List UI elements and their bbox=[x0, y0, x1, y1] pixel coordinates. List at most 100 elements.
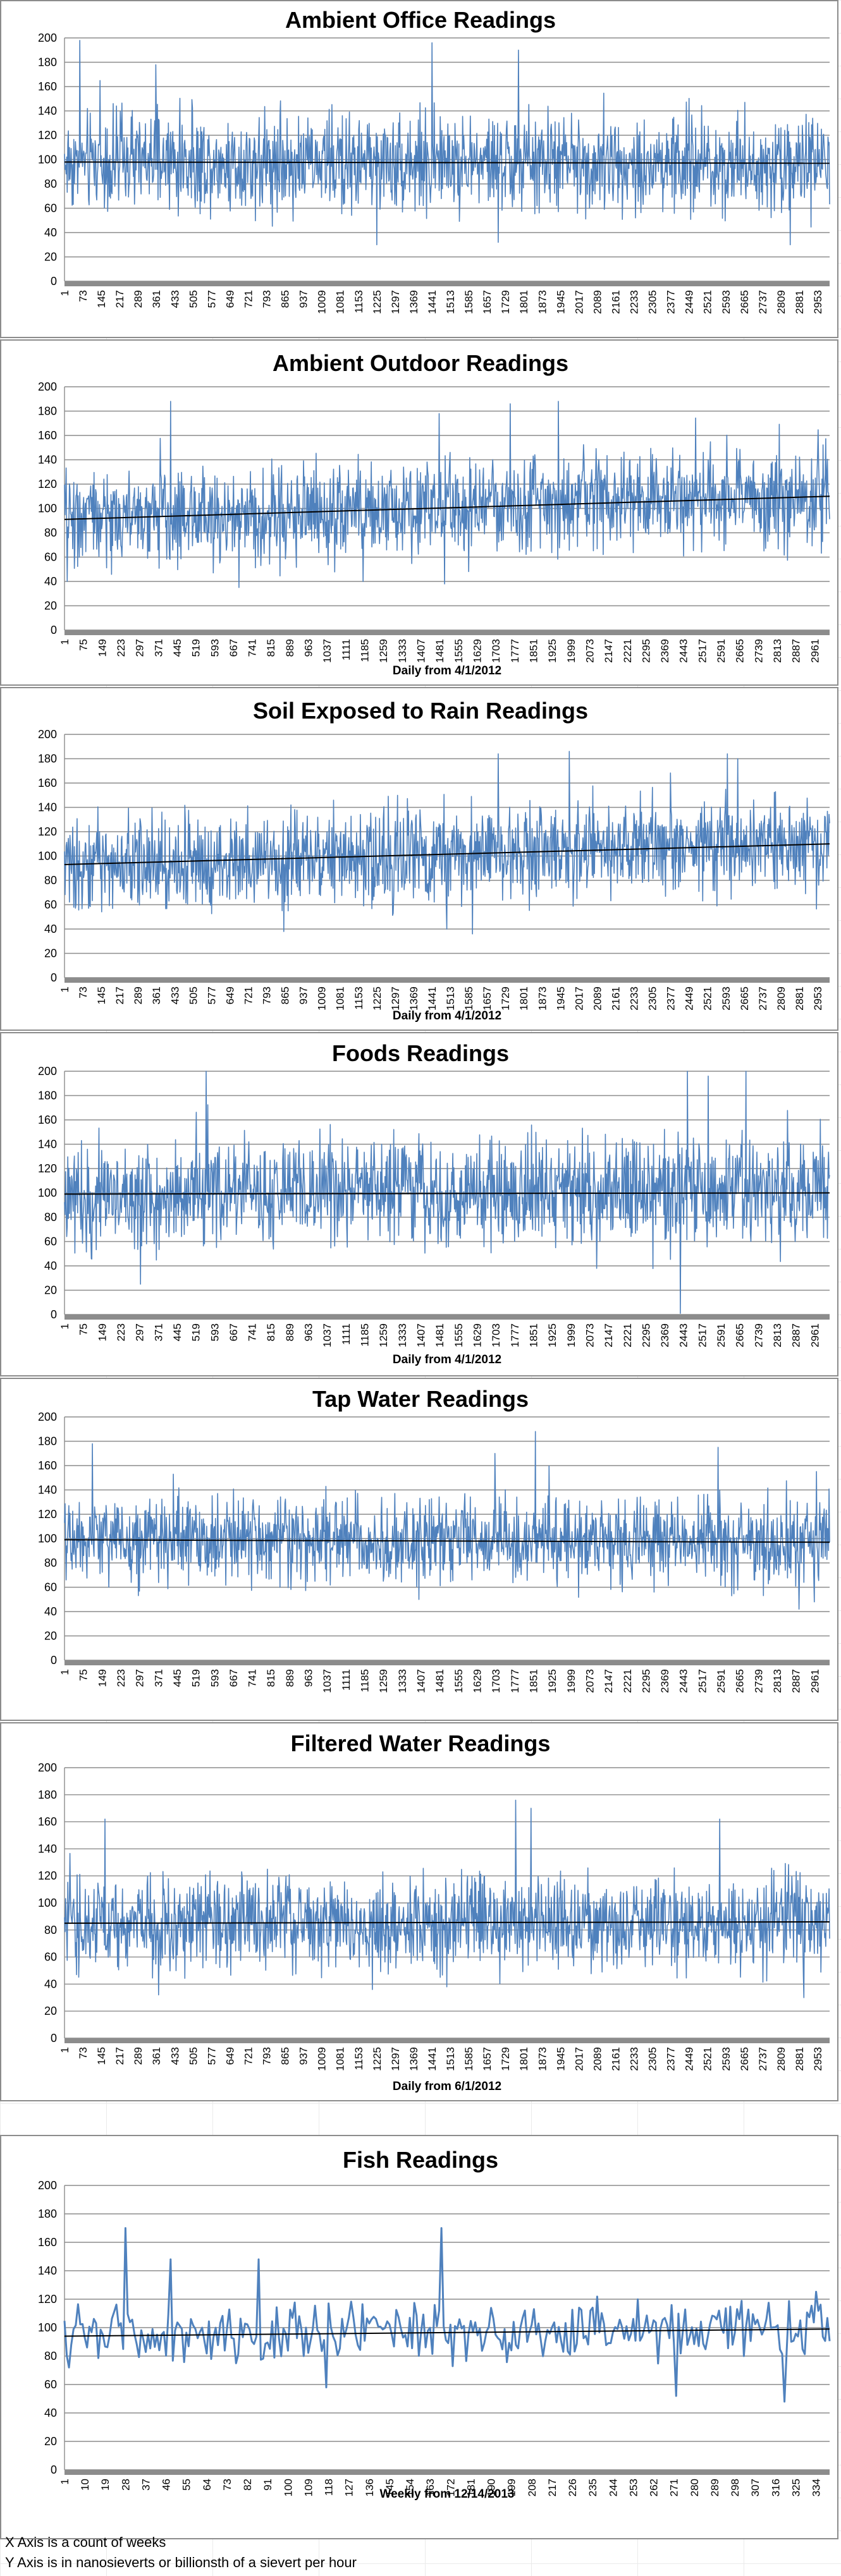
data-series-line bbox=[64, 1071, 830, 1314]
x-tick-label: 2147 bbox=[603, 1669, 615, 1693]
x-tick-label: 289 bbox=[132, 290, 144, 308]
y-tick-label: 140 bbox=[38, 801, 57, 814]
x-tick-label: 815 bbox=[265, 1669, 277, 1687]
x-tick-label: 2809 bbox=[775, 290, 787, 314]
x-tick-label: 2369 bbox=[659, 1323, 671, 1347]
x-tick-label: 721 bbox=[242, 290, 254, 308]
x-tick-label: 1999 bbox=[565, 1669, 577, 1693]
x-tick-label: 37 bbox=[140, 2479, 152, 2491]
x-tick-label: 1729 bbox=[500, 2047, 512, 2071]
trendline bbox=[64, 1539, 830, 1543]
x-tick-label: 2887 bbox=[790, 1323, 802, 1347]
x-tick-label: 145 bbox=[95, 290, 107, 308]
x-tick-label: 2233 bbox=[629, 290, 641, 314]
x-tick-label: 1407 bbox=[415, 1323, 427, 1347]
x-tick-label: 741 bbox=[247, 1323, 259, 1341]
x-tick-label: 361 bbox=[150, 987, 163, 1004]
y-tick-label: 60 bbox=[44, 202, 57, 215]
x-tick-label: 127 bbox=[343, 2479, 355, 2496]
x-tick-label: 593 bbox=[209, 1323, 221, 1341]
x-tick-label: 55 bbox=[181, 2479, 193, 2491]
x-tick-label: 1629 bbox=[471, 1323, 483, 1347]
x-tick-label: 1801 bbox=[518, 290, 530, 314]
x-tick-label: 307 bbox=[749, 2479, 761, 2496]
x-tick-label: 2221 bbox=[622, 1669, 634, 1693]
x-tick-label: 2521 bbox=[702, 290, 714, 314]
x-tick-label: 2295 bbox=[640, 1323, 652, 1347]
x-axis-ticks bbox=[64, 2470, 830, 2475]
y-tick-label: 60 bbox=[44, 551, 57, 564]
x-tick-label: 1873 bbox=[536, 290, 548, 314]
x-tick-label: 1703 bbox=[490, 1323, 502, 1347]
x-tick-label: 1481 bbox=[434, 1323, 446, 1347]
x-tick-label: 1153 bbox=[353, 987, 365, 1010]
x-axis-label: Daily from 4/1/2012 bbox=[393, 1009, 501, 1023]
x-tick-label: 1297 bbox=[390, 2047, 402, 2071]
x-tick-label: 2161 bbox=[610, 290, 622, 314]
chart-svg: Ambient Outdoor Readings 0 20 40 60 80 100 120 1… bbox=[38, 350, 830, 677]
x-tick-label: 91 bbox=[262, 2479, 274, 2491]
x-tick-label: 73 bbox=[77, 987, 89, 999]
x-tick-label: 865 bbox=[279, 987, 292, 1004]
y-tick-label: 140 bbox=[38, 1842, 57, 1855]
chart-title: Foods Readings bbox=[332, 1040, 509, 1066]
x-tick-label: 2305 bbox=[647, 2047, 659, 2071]
x-axis-note: X Axis is a count of weeks bbox=[5, 2534, 166, 2550]
x-axis-label: Weekly from 12/14/2013 bbox=[379, 2488, 514, 2501]
x-tick-label: 371 bbox=[152, 1323, 164, 1341]
x-tick-label: 2739 bbox=[752, 1323, 764, 1347]
x-tick-label: 865 bbox=[279, 2047, 292, 2065]
x-tick-label: 667 bbox=[228, 1669, 240, 1687]
x-tick-label: 217 bbox=[546, 2479, 558, 2496]
data-series-line bbox=[64, 1431, 830, 1610]
y-tick-label: 0 bbox=[51, 275, 57, 288]
x-tick-label: 1629 bbox=[471, 1669, 483, 1693]
x-tick-label: 75 bbox=[78, 639, 90, 651]
x-tick-label: 2443 bbox=[678, 639, 690, 663]
y-tick-label: 180 bbox=[38, 2208, 57, 2220]
x-tick-label: 2665 bbox=[739, 2047, 751, 2071]
y-tick-label: 0 bbox=[51, 2032, 57, 2044]
x-tick-label: 2593 bbox=[720, 2047, 732, 2071]
x-tick-label: 1225 bbox=[371, 987, 383, 1011]
ambient-outdoor-chart: Ambient Outdoor Readings 0 20 40 60 80 100 120 1… bbox=[0, 339, 838, 686]
x-tick-label: 1259 bbox=[378, 1669, 390, 1693]
x-tick-label: 297 bbox=[134, 1669, 146, 1687]
x-axis-ticks bbox=[64, 281, 830, 286]
y-tick-label: 100 bbox=[38, 850, 57, 863]
x-tick-label: 2221 bbox=[622, 1323, 634, 1347]
x-tick-label: 253 bbox=[627, 2479, 639, 2496]
x-axis-ticks bbox=[64, 1315, 830, 1320]
x-tick-label: 2449 bbox=[684, 987, 696, 1011]
y-tick-label: 80 bbox=[44, 178, 57, 190]
x-tick-label: 2377 bbox=[665, 2047, 677, 2071]
x-tick-label: 865 bbox=[279, 290, 292, 308]
x-tick-label: 163 bbox=[424, 2479, 436, 2496]
y-tick-label: 120 bbox=[38, 825, 57, 838]
y-tick-label: 40 bbox=[44, 1978, 57, 1990]
y-tick-label: 160 bbox=[38, 1816, 57, 1828]
x-tick-label: 2665 bbox=[739, 290, 751, 314]
x-tick-label: 1945 bbox=[555, 290, 567, 314]
x-tick-label: 889 bbox=[284, 1323, 296, 1341]
data-series-line bbox=[64, 401, 830, 588]
x-tick-label: 19 bbox=[99, 2479, 111, 2491]
y-tick-label: 200 bbox=[38, 1411, 57, 1423]
x-axis-ticks bbox=[64, 1660, 830, 1665]
x-tick-label: 1 bbox=[59, 987, 71, 992]
x-tick-label: 889 bbox=[284, 1669, 296, 1687]
x-tick-label: 2161 bbox=[610, 987, 622, 1011]
y-tick-label: 40 bbox=[44, 2407, 57, 2419]
x-tick-label: 1081 bbox=[335, 290, 347, 314]
x-tick-label: 2233 bbox=[629, 2047, 641, 2071]
x-tick-label: 2161 bbox=[610, 2047, 622, 2071]
y-tick-label: 200 bbox=[38, 380, 57, 393]
x-tick-label: 2887 bbox=[790, 1669, 802, 1693]
y-tick-label: 180 bbox=[38, 56, 57, 69]
x-tick-label: 2295 bbox=[640, 639, 652, 663]
y-tick-label: 180 bbox=[38, 405, 57, 418]
x-tick-label: 2017 bbox=[573, 290, 585, 314]
x-tick-label: 361 bbox=[150, 290, 163, 308]
x-tick-label: 2593 bbox=[720, 290, 732, 314]
x-tick-label: 1703 bbox=[490, 639, 502, 663]
